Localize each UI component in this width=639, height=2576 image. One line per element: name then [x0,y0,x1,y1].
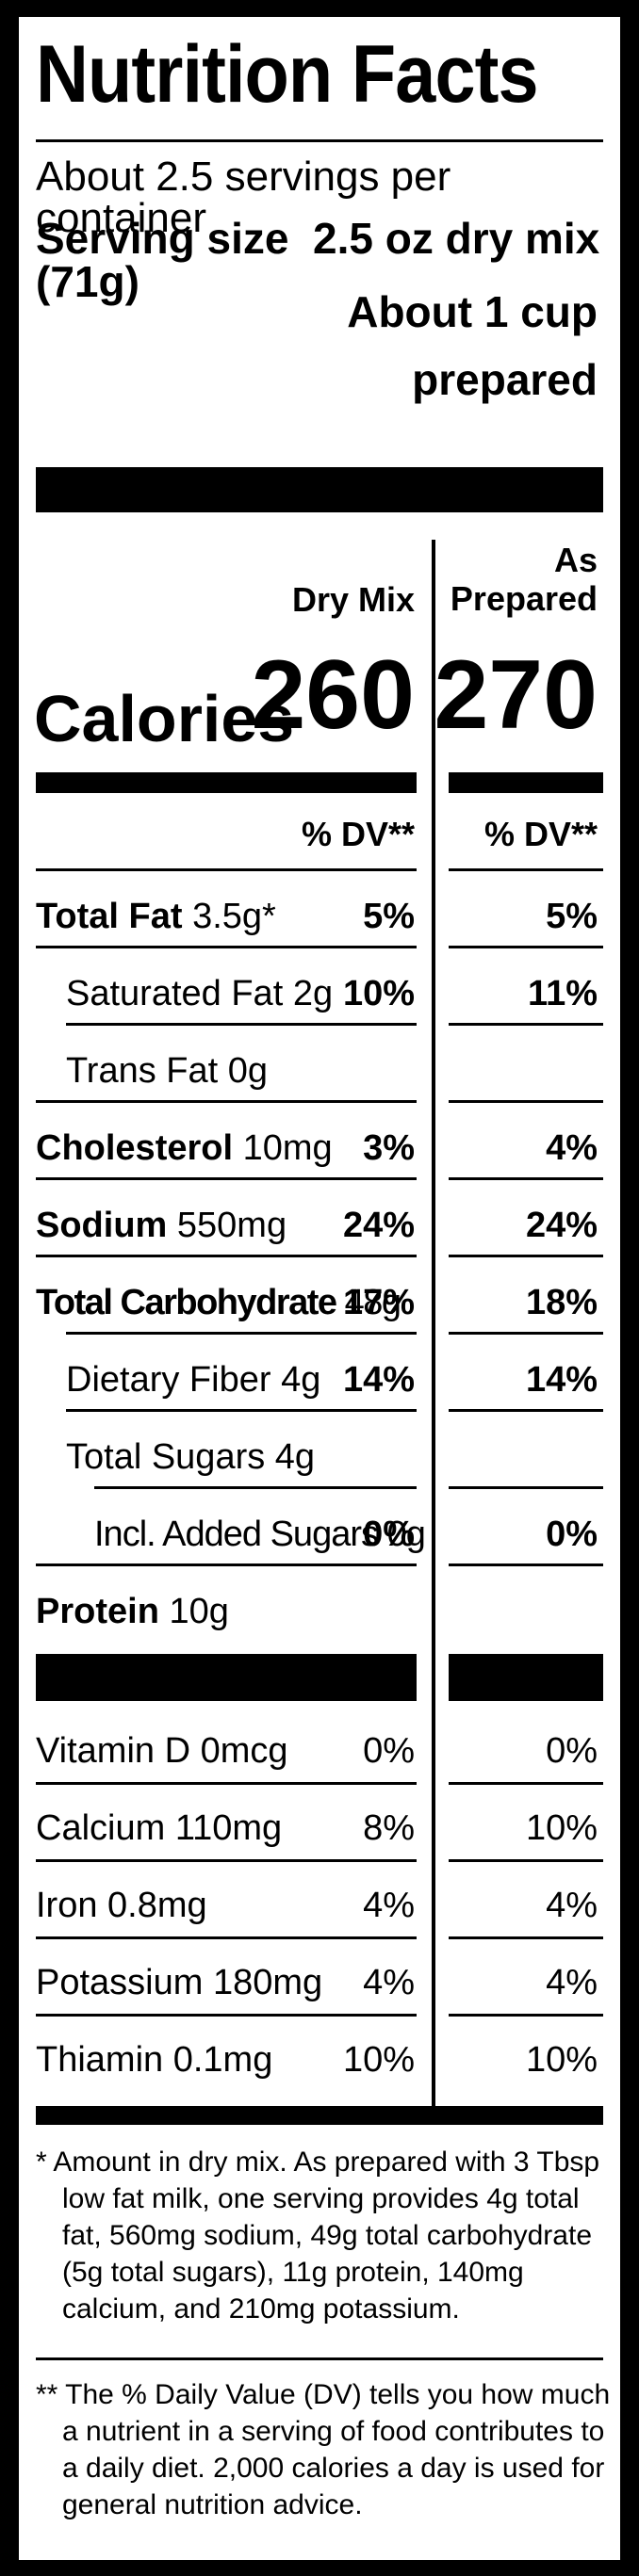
calories-divider-right [449,772,603,793]
cholesterol-dv-dry: 3% [363,1128,415,1168]
thiamin-dv-dry: 10% [342,2040,415,2080]
row-divider [36,1177,417,1180]
thick-divider-bottom [36,2106,603,2125]
row-divider [449,868,603,871]
calcium: Calcium 110mg [36,1808,283,1848]
serving-size-value: 2.5 oz dry mix (71g) [36,214,600,306]
row-divider [66,1409,417,1412]
calories-as-prepared: 270 [434,640,598,750]
nutrient-sodium: Sodium 550mg [36,1206,287,1245]
potassium-dv-prepared: 4% [546,1963,598,2002]
potassium-dv-dry: 4% [363,1963,415,2002]
total-fat-dv-dry: 5% [363,897,415,936]
footnote-dry-mix: * Amount in dry mix. As prepared with 3 … [36,2147,600,2325]
serving-size-label: Serving size [36,214,289,263]
calories-dry-mix: 260 [251,640,415,750]
row-divider [449,1177,603,1180]
vitamin-d-dv-dry: 0% [363,1731,415,1771]
row-divider [36,1936,417,1939]
thiamin-dv-prepared: 10% [525,2040,598,2080]
nutrient-protein: Protein 10g [36,1592,229,1631]
row-divider [449,2014,603,2017]
sodium-dv-dry: 24% [342,1206,415,1245]
calcium-dv-prepared: 10% [525,1808,598,1848]
row-divider [449,946,603,948]
calories-divider-left [36,772,417,793]
iron-dv-prepared: 4% [546,1886,598,1925]
added-sugars-dv-dry: 0% [363,1515,415,1554]
row-divider [449,1100,603,1103]
title-divider [36,139,603,142]
row-divider [449,1255,603,1257]
nutrient-dietary-fiber: Dietary Fiber 4g [66,1360,321,1400]
saturated-fat-dv-prepared: 11% [528,974,598,1013]
iron: Iron 0.8mg [36,1886,207,1925]
nutrient-total-carbohydrate: Total Carbohydrate 48g [36,1283,401,1322]
saturated-fat-dv-dry: 10% [342,974,415,1013]
column-separator [432,540,435,2120]
dv-header-dry: % DV** [301,815,415,853]
row-divider [449,1332,603,1335]
nutrient-added-sugars: Incl. Added Sugars 0g [94,1515,426,1554]
nutrient-total-fat: Total Fat 3.5g* [36,897,276,936]
row-divider [449,1023,603,1026]
serving-prepared-line2: prepared [412,355,598,404]
row-divider [449,1936,603,1939]
row-divider [94,1486,417,1489]
dietary-fiber-dv-dry: 14% [342,1360,415,1400]
total-fat-dv-prepared: 5% [546,897,598,936]
row-divider [66,1023,417,1026]
row-divider [36,1563,417,1566]
thick-divider-top [36,467,603,512]
calories-label: Calories [34,682,295,755]
potassium: Potassium 180mg [36,1963,323,2002]
row-divider [449,1782,603,1785]
dv-header-prepared: % DV** [483,815,598,853]
serving-size: Serving size 2.5 oz dry mix (71g) [36,217,620,303]
row-divider [36,2014,417,2017]
column-header-dry-mix: Dry Mix [291,580,415,619]
thick-divider-vitamins-left [36,1654,417,1701]
added-sugars-dv-prepared: 0% [546,1515,598,1554]
vitamin-d: Vitamin D 0mcg [36,1731,288,1771]
nutrient-saturated-fat: Saturated Fat 2g [66,974,334,1013]
nutrient-cholesterol: Cholesterol 10mg [36,1128,333,1168]
total-carbohydrate-dv-prepared: 18% [525,1283,598,1322]
row-divider [449,1409,603,1412]
nutrient-trans-fat: Trans Fat 0g [66,1051,269,1091]
nutrient-total-sugars: Total Sugars 4g [66,1437,316,1477]
row-divider [36,946,417,948]
row-divider [449,1563,603,1566]
nutrition-facts-panel: Nutrition Facts About 2.5 servings per c… [19,17,620,2560]
row-divider [36,1782,417,1785]
row-divider [449,1859,603,1862]
footnote-daily-value: ** The % Daily Value (DV) tells you how … [36,2379,611,2520]
row-divider [36,1100,417,1103]
footnote-divider [36,2357,603,2360]
row-divider [66,1332,417,1335]
row-divider [36,868,417,871]
total-carbohydrate-dv-dry: 17% [342,1283,415,1322]
row-divider [449,1486,603,1489]
dietary-fiber-dv-prepared: 14% [525,1360,598,1400]
nutrition-facts-title: Nutrition Facts [36,29,539,120]
thick-divider-vitamins-right [449,1654,603,1701]
thiamin: Thiamin 0.1mg [36,2040,273,2080]
row-divider [36,1255,417,1257]
vitamin-d-dv-prepared: 0% [546,1731,598,1771]
calcium-dv-dry: 8% [363,1808,415,1848]
serving-prepared-line1: About 1 cup [347,287,598,336]
sodium-dv-prepared: 24% [525,1206,598,1245]
cholesterol-dv-prepared: 4% [546,1128,598,1168]
column-header-as-prepared: As Prepared [450,541,598,619]
row-divider [36,1859,417,1862]
servings-per-container: About 2.5 servings per container [36,154,451,241]
iron-dv-dry: 4% [363,1886,415,1925]
